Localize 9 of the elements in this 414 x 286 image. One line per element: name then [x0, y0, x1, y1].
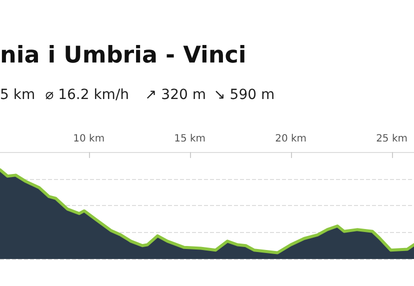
text: 5 km — [0, 87, 36, 103]
text: ⌀ 16.2 km/h — [45, 87, 130, 103]
text: ↘ 590 m — [214, 87, 275, 103]
x-tick-label: 20 km — [275, 134, 307, 144]
chart-title: nia i Umbria - Vinci — [0, 42, 246, 68]
x-tick-label: 10 km — [73, 134, 105, 144]
x-tick-label: 15 km — [174, 134, 206, 144]
x-tick-label: 25 km — [376, 134, 408, 144]
text: ↗ 320 m — [145, 87, 206, 103]
